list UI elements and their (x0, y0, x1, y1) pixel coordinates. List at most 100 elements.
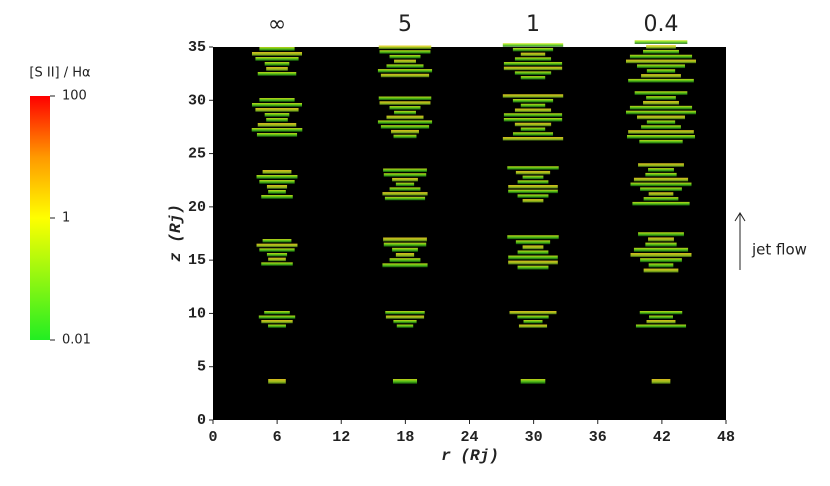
knot-band (507, 166, 559, 170)
knot-band (396, 324, 414, 328)
y-tick-label: 25 (188, 146, 206, 163)
knot-band (255, 108, 299, 112)
knot-band (262, 170, 292, 174)
knot-band (522, 175, 544, 180)
knot-band (389, 258, 421, 263)
knot-band (517, 180, 549, 184)
knot-band (633, 177, 689, 182)
y-tick-label: 35 (188, 39, 206, 56)
knot-band (389, 54, 421, 59)
knot-band (383, 168, 427, 173)
knot-band (382, 192, 428, 196)
colorbar-tick-label: 1 (62, 211, 70, 226)
arrow-head (734, 212, 746, 222)
x-tick-label: 6 (273, 429, 282, 446)
knot-band (392, 379, 418, 384)
knot-band (502, 94, 564, 98)
knot-band (256, 175, 298, 179)
knot-band (646, 96, 676, 100)
x-tick-label: 30 (525, 429, 543, 446)
knot-band (508, 185, 558, 189)
knot-band (503, 118, 563, 122)
knot-band (377, 69, 433, 73)
knot-band (380, 125, 430, 129)
knot-band (646, 69, 676, 73)
knot-band (251, 128, 303, 132)
knot-band (628, 130, 694, 134)
knot-band (379, 101, 431, 105)
y-tick-label: 30 (188, 92, 206, 109)
knot-band (383, 242, 427, 247)
knot-band (383, 237, 427, 242)
knot-band (632, 201, 690, 206)
knot-band (386, 115, 424, 120)
knot-band (648, 192, 674, 196)
knot-band (520, 127, 546, 132)
knot-band (394, 59, 416, 64)
panel-title: 0.4 (644, 12, 679, 37)
knot-band (385, 311, 425, 315)
knot-band (514, 122, 552, 127)
knot-band (630, 182, 692, 187)
knot-band (392, 247, 418, 252)
knot-band (520, 76, 546, 80)
knot-band (268, 190, 286, 194)
knot-band (518, 324, 548, 328)
knot-band (629, 105, 693, 110)
knot-band (515, 240, 551, 245)
knot-band (389, 106, 421, 110)
knot-band (258, 315, 296, 319)
panel-title: 1 (526, 12, 540, 37)
panel-title: 5 (398, 12, 412, 37)
knot-band (255, 57, 299, 61)
knot-band (649, 315, 673, 319)
knot-band (380, 73, 430, 78)
knot-band (502, 43, 564, 47)
colorbar-tick-label: 0.01 (62, 333, 91, 348)
knot-band (386, 64, 424, 68)
knot-band (261, 262, 293, 266)
knot-band (515, 170, 551, 175)
knot-band (383, 173, 427, 177)
knot-band (643, 100, 679, 105)
knot-band (638, 232, 684, 237)
knot-band (268, 324, 286, 328)
y-tick-label: 0 (197, 412, 206, 429)
knot-band (517, 315, 549, 319)
knot-band (648, 168, 674, 172)
knot-band (637, 64, 685, 69)
knot-band (266, 253, 288, 257)
knot-band (503, 62, 563, 66)
knot-band (514, 57, 552, 61)
knot-band (378, 45, 432, 50)
knot-band (389, 187, 421, 191)
knot-band (395, 253, 415, 257)
x-tick-label: 24 (460, 429, 478, 446)
knot-band (645, 172, 677, 177)
knot-band (391, 129, 419, 134)
knot-band (393, 134, 417, 139)
knot-band (640, 258, 682, 263)
knot-band (259, 98, 295, 102)
knot-band (643, 197, 679, 201)
knot-band (261, 320, 293, 324)
knot-band (646, 120, 676, 125)
y-tick-label: 20 (188, 199, 206, 216)
knot-band (266, 67, 288, 71)
knot-band (266, 118, 288, 122)
knot-band (646, 320, 676, 324)
knot-band (512, 99, 554, 103)
knot-band (508, 255, 558, 260)
x-tick-label: 36 (589, 429, 607, 446)
knot-band (514, 71, 552, 75)
knot-band (392, 177, 418, 182)
knot-band (251, 52, 303, 56)
knot-band (646, 45, 676, 49)
knot-band (266, 185, 288, 189)
knot-band (639, 311, 683, 315)
colorbar-label: [S II] / Hα (29, 66, 90, 81)
y-tick-label: 5 (197, 359, 206, 376)
y-axis-label: z (Rj) (167, 204, 185, 262)
knot-band (393, 320, 417, 324)
